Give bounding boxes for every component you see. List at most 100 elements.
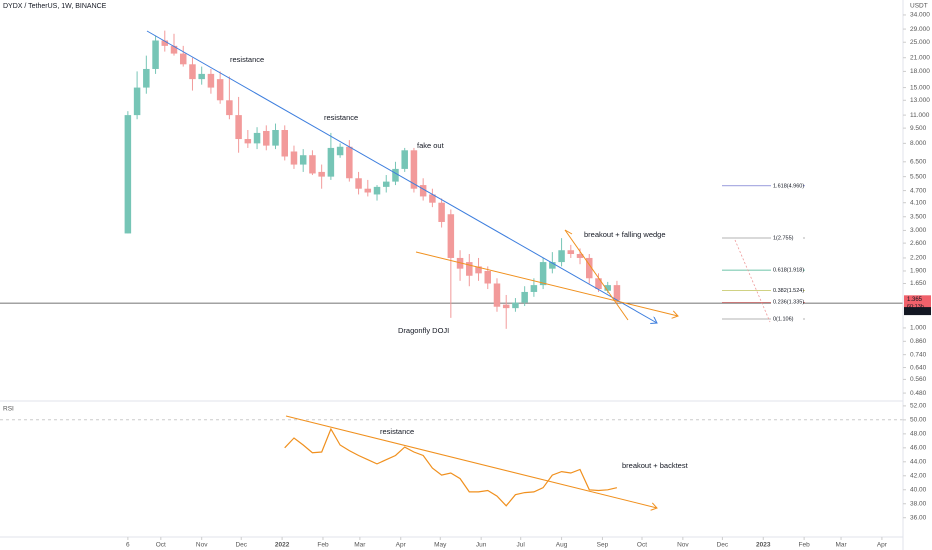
x-tick-label: Jul <box>517 542 526 549</box>
candle-body <box>290 151 298 165</box>
candle-body <box>466 262 473 276</box>
annotation: Dragonfly DOJI <box>398 326 449 335</box>
candle-body <box>429 194 436 203</box>
candle-body <box>410 150 418 189</box>
y-tick-label: 2.200 <box>910 255 927 262</box>
rsi-label: RSI <box>3 406 14 413</box>
candle-body <box>382 181 390 187</box>
candle-body <box>152 40 159 69</box>
candle-body <box>133 87 141 116</box>
last-price-label: 1.365 <box>907 297 923 303</box>
y-tick-label: 1.650 <box>910 280 927 287</box>
y-tick-label: 3.000 <box>910 227 927 234</box>
rsi-y-tick-label: 38.00 <box>910 500 927 507</box>
x-tick-label: Feb <box>799 542 811 549</box>
fib-label: 1(2.755) <box>773 235 794 241</box>
y-tick-label: 3.500 <box>910 213 927 220</box>
rsi-y-tick-label: 50.00 <box>910 417 927 424</box>
x-tick-label: Sep <box>597 542 609 549</box>
y-tick-label: 0.860 <box>910 338 927 345</box>
candle-body <box>549 262 556 269</box>
candle-body <box>392 168 399 182</box>
fib-label-bg <box>771 266 803 274</box>
x-tick-label: Nov <box>196 542 208 549</box>
candle-body <box>530 285 538 292</box>
fib-label: 0(1.106) <box>773 316 794 322</box>
trend-line <box>415 251 678 316</box>
rsi-y-tick-label: 40.00 <box>910 486 927 493</box>
candle-body <box>456 257 464 269</box>
y-tick-label: 34.000 <box>910 12 930 19</box>
annotation: breakout + falling wedge <box>584 230 666 239</box>
candle-body <box>447 214 455 258</box>
candle-body <box>438 202 445 222</box>
annotation: resistance <box>324 113 358 122</box>
countdown: 60:13h <box>907 304 924 310</box>
candle-body <box>419 185 427 197</box>
y-unit: USDT <box>910 3 928 10</box>
x-tick-label: Mar <box>835 542 847 549</box>
candle-body <box>226 100 233 116</box>
x-tick-label: Oct <box>637 542 647 549</box>
fib-trend <box>734 239 771 323</box>
fib-label-bg <box>771 298 803 306</box>
x-tick-label: Feb <box>317 542 329 549</box>
candle-body <box>244 139 252 144</box>
fib-label: 0.618(1.918) <box>773 268 804 274</box>
annotation: resistance <box>230 55 264 64</box>
trend-line <box>146 30 657 323</box>
y-tick-label: 13.000 <box>910 97 930 104</box>
x-tick-label: Jun <box>476 542 487 549</box>
candle-body <box>309 155 316 174</box>
candle-body <box>272 130 279 146</box>
rsi-y-tick-label: 52.00 <box>910 403 927 410</box>
y-tick-label: 18.000 <box>910 68 930 75</box>
y-tick-label: 0.740 <box>910 351 927 358</box>
candle-body <box>373 186 381 195</box>
annotation: resistance <box>380 427 414 436</box>
x-tick-label: Aug <box>556 542 568 549</box>
x-tick-label: Nov <box>677 542 689 549</box>
price-line-box <box>904 307 931 316</box>
candle-body <box>512 302 519 309</box>
candle-body <box>299 155 307 165</box>
fib-label: 0.236(1.335) <box>773 300 804 306</box>
fib-label: 0.382(1.524) <box>773 288 804 294</box>
x-tick-label: Dec <box>235 542 247 549</box>
candle-body <box>263 130 270 146</box>
candle-body <box>235 115 242 140</box>
x-tick-label: 6 <box>126 542 130 549</box>
fib-label-bg <box>771 182 803 190</box>
y-tick-label: 0.640 <box>910 364 927 371</box>
rsi-y-tick-label: 44.00 <box>910 459 927 466</box>
fib-label: 1.618(4.960) <box>773 183 804 189</box>
candle-body <box>179 53 187 65</box>
candle-body <box>558 250 565 263</box>
candle-body <box>124 115 132 234</box>
candle-body <box>493 283 501 307</box>
rsi-line <box>284 427 618 507</box>
y-tick-label: 0.480 <box>910 390 927 397</box>
candle-body <box>595 278 602 290</box>
x-tick-label: 2022 <box>275 542 290 549</box>
y-tick-label: 5.500 <box>910 173 927 180</box>
candle-body <box>401 150 408 169</box>
y-tick-label: 11.000 <box>910 112 930 119</box>
y-tick-label: 6.500 <box>910 159 927 166</box>
candle-body <box>346 146 353 179</box>
candle-body <box>143 68 150 88</box>
rsi-y-tick-label: 36.00 <box>910 514 927 521</box>
fib-label-bg <box>771 287 803 295</box>
price-line-label: 1.323 <box>907 309 923 315</box>
x-tick-label: Dec <box>717 542 729 549</box>
candle-body <box>198 73 205 80</box>
candle-body <box>170 45 178 54</box>
y-tick-label: 15.000 <box>910 84 930 91</box>
x-tick-label: Oct <box>156 542 166 549</box>
rsi-y-tick-label: 42.00 <box>910 473 927 480</box>
candle-body <box>364 188 372 193</box>
x-tick-label: Mar <box>354 542 366 549</box>
chart-title: DYDX / TetherUS, 1W, BINANCE <box>3 3 107 10</box>
candle-body <box>189 64 196 80</box>
